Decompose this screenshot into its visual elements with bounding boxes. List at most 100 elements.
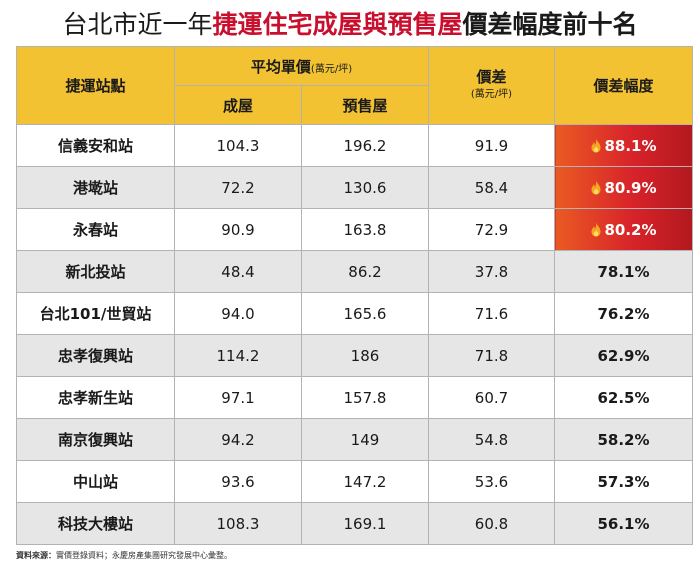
presale-price-cell: 147.2: [301, 460, 429, 503]
source-note: 資料來源：實價登錄資料；永慶房產集團研究發展中心彙整。: [16, 550, 232, 564]
flame-icon: [591, 179, 601, 195]
price-diff-cell-text: 60.8: [474, 514, 509, 533]
price-diff-cell-text: 54.8: [474, 430, 509, 449]
price-diff-cell-text: 37.8: [474, 262, 509, 281]
presale-price-cell: 149: [301, 418, 429, 461]
station-cell-text: 永春站: [72, 221, 118, 239]
price-diff-cell: 60.7: [428, 376, 555, 419]
price-diff-pct-cell-text: 88.1%: [604, 136, 657, 155]
presale-price-cell: 196.2: [301, 124, 429, 167]
existing-price-cell-text: 108.3: [216, 514, 260, 533]
station-cell-text: 中山站: [72, 473, 118, 491]
price-diff-pct-cell: 62.9%: [554, 334, 693, 377]
presale-price-cell: 186: [301, 334, 429, 377]
price-diff-pct-cell-text: 62.9%: [597, 346, 650, 365]
price-diff-pct-cell: 78.1%: [554, 250, 693, 293]
station-cell: 南京復興站: [16, 418, 175, 461]
table-row: 南京復興站 94.2 149 54.8 58.2%: [16, 418, 693, 461]
station-cell: 新北投站: [16, 250, 175, 293]
station-cell-text: 台北101/世貿站: [39, 305, 152, 323]
title-highlight: 捷運住宅成屋與預售屋: [212, 10, 463, 39]
header-diff: 價差 (萬元/坪): [428, 46, 555, 125]
station-cell-text: 信義安和站: [57, 137, 133, 155]
existing-price-cell-text: 94.0: [221, 304, 255, 323]
price-diff-cell: 71.6: [428, 292, 555, 335]
existing-price-cell-text: 72.2: [221, 178, 255, 197]
station-cell-text: 科技大樓站: [57, 515, 133, 533]
existing-price-cell: 108.3: [174, 502, 302, 545]
flame-icon: [591, 137, 601, 153]
existing-price-cell: 48.4: [174, 250, 302, 293]
price-diff-pct-cell-text: 62.5%: [597, 388, 650, 407]
existing-price-cell-text: 90.9: [221, 220, 255, 239]
presale-price-cell: 86.2: [301, 250, 429, 293]
price-diff-pct-cell: 57.3%: [554, 460, 693, 503]
presale-price-cell: 130.6: [301, 166, 429, 209]
price-diff-pct-cell: 62.5%: [554, 376, 693, 419]
existing-price-cell-text: 94.2: [221, 430, 255, 449]
price-diff-pct-cell: 56.1%: [554, 502, 693, 545]
title-prefix: 台北市近一年: [62, 10, 213, 39]
price-diff-pct-cell-text: 58.2%: [597, 430, 650, 449]
station-cell: 港墘站: [16, 166, 175, 209]
station-cell: 科技大樓站: [16, 502, 175, 545]
price-diff-cell-text: 71.6: [474, 304, 509, 323]
existing-price-cell: 94.2: [174, 418, 302, 461]
existing-price-cell-text: 104.3: [216, 136, 260, 155]
header-presale: 預售屋: [301, 85, 429, 125]
table-row: 忠孝新生站 97.1 157.8 60.7 62.5%: [16, 376, 693, 419]
price-diff-pct-cell: 80.2%: [554, 208, 693, 251]
station-cell-text: 新北投站: [65, 263, 126, 281]
price-diff-cell: 37.8: [428, 250, 555, 293]
table-body: 信義安和站 104.3 196.2 91.9 88.1% 港墘站 72.2 130.6 58.4…: [16, 124, 693, 545]
station-cell: 忠孝新生站: [16, 376, 175, 419]
existing-price-cell: 94.0: [174, 292, 302, 335]
price-diff-cell: 53.6: [428, 460, 555, 503]
price-diff-cell-text: 53.6: [474, 472, 509, 491]
page-title: 台北市近一年 捷運住宅成屋與預售屋 價差幅度前十名: [0, 0, 700, 46]
existing-price-cell: 97.1: [174, 376, 302, 419]
header-avg-price-unit: (萬元/坪): [310, 63, 353, 75]
table-row: 信義安和站 104.3 196.2 91.9 88.1%: [16, 124, 693, 167]
presale-price-cell: 165.6: [301, 292, 429, 335]
price-diff-pct-cell: 76.2%: [554, 292, 693, 335]
existing-price-cell-text: 93.6: [221, 472, 255, 491]
title-suffix: 價差幅度前十名: [462, 10, 638, 39]
price-diff-pct-cell: 88.1%: [554, 124, 693, 167]
price-diff-cell: 60.8: [428, 502, 555, 545]
presale-price-cell-text: 163.8: [343, 220, 387, 239]
header-avg-price: 平均單價(萬元/坪): [174, 46, 429, 86]
station-cell: 中山站: [16, 460, 175, 503]
existing-price-cell-text: 114.2: [216, 346, 260, 365]
table-row: 新北投站 48.4 86.2 37.8 78.1%: [16, 250, 693, 293]
source-label: 資料來源：: [16, 551, 56, 560]
existing-price-cell: 93.6: [174, 460, 302, 503]
header-existing: 成屋: [174, 85, 302, 125]
presale-price-cell: 169.1: [301, 502, 429, 545]
header-avg-price-label: 平均單價: [250, 57, 311, 76]
price-diff-cell: 72.9: [428, 208, 555, 251]
presale-price-cell-text: 196.2: [343, 136, 387, 155]
presale-price-cell-text: 169.1: [343, 514, 387, 533]
station-cell-text: 忠孝復興站: [57, 347, 133, 365]
table-row: 永春站 90.9 163.8 72.9 80.2%: [16, 208, 693, 251]
price-diff-pct-cell-text: 57.3%: [597, 472, 650, 491]
table-row: 港墘站 72.2 130.6 58.4 80.9%: [16, 166, 693, 209]
price-diff-pct-cell: 58.2%: [554, 418, 693, 461]
existing-price-cell: 114.2: [174, 334, 302, 377]
price-diff-pct-cell-text: 76.2%: [597, 304, 650, 323]
existing-price-cell: 104.3: [174, 124, 302, 167]
price-diff-cell: 54.8: [428, 418, 555, 461]
price-diff-cell-text: 91.9: [474, 136, 509, 155]
presale-price-cell-text: 86.2: [348, 262, 382, 281]
header-station: 捷運站點: [16, 46, 175, 125]
station-cell: 信義安和站: [16, 124, 175, 167]
source-text: 實價登錄資料；永慶房產集團研究發展中心彙整。: [56, 551, 232, 560]
station-cell: 忠孝復興站: [16, 334, 175, 377]
price-diff-pct-cell-text: 56.1%: [597, 514, 650, 533]
table-row: 中山站 93.6 147.2 53.6 57.3%: [16, 460, 693, 503]
existing-price-cell: 72.2: [174, 166, 302, 209]
station-cell-text: 南京復興站: [57, 431, 133, 449]
flame-icon: [591, 221, 601, 237]
presale-price-cell-text: 149: [350, 430, 380, 449]
